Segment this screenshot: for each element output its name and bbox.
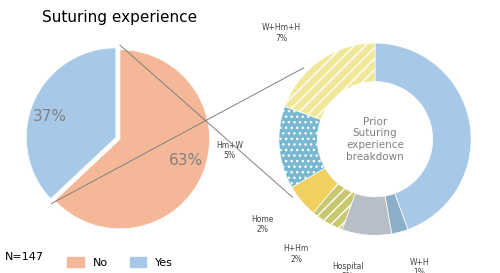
- Wedge shape: [26, 48, 116, 199]
- Text: Home
2%: Home 2%: [251, 215, 274, 234]
- Text: Hospital
3%: Hospital 3%: [332, 262, 364, 273]
- Title: Suturing experience: Suturing experience: [42, 10, 198, 25]
- Wedge shape: [385, 193, 408, 234]
- Wedge shape: [279, 106, 325, 187]
- Text: Hm+W
5%: Hm+W 5%: [216, 141, 243, 161]
- Wedge shape: [342, 193, 392, 235]
- Wedge shape: [375, 43, 471, 230]
- Wedge shape: [292, 168, 338, 213]
- Text: W+H
1%: W+H 1%: [410, 258, 429, 273]
- Text: 37%: 37%: [32, 109, 66, 124]
- Wedge shape: [313, 183, 356, 230]
- Wedge shape: [284, 43, 375, 120]
- Legend: No, Yes: No, Yes: [62, 253, 178, 272]
- Text: 63%: 63%: [170, 153, 203, 168]
- Text: N=147: N=147: [5, 252, 44, 262]
- Text: W+Hm+H
7%: W+Hm+H 7%: [262, 23, 300, 43]
- Wedge shape: [54, 50, 210, 229]
- Text: Prior
Suturing
experience
breakdown: Prior Suturing experience breakdown: [346, 117, 404, 162]
- Text: H+Hm
2%: H+Hm 2%: [284, 244, 308, 264]
